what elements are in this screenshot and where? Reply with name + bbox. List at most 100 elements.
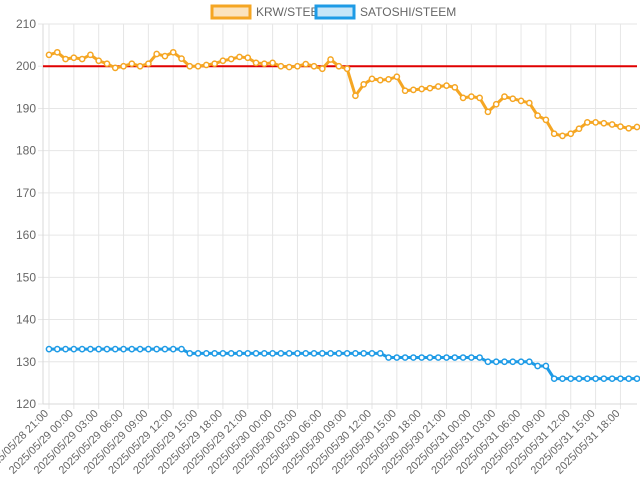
data-point bbox=[227, 55, 235, 63]
data-point bbox=[145, 345, 152, 353]
y-tick-label: 210 bbox=[16, 17, 36, 31]
data-point bbox=[360, 81, 368, 88]
data-point bbox=[260, 60, 268, 68]
data-point bbox=[625, 124, 633, 132]
data-point bbox=[567, 375, 575, 383]
data-point bbox=[476, 354, 483, 361]
data-point bbox=[111, 345, 119, 353]
y-tick-label: 190 bbox=[16, 101, 36, 115]
data-point bbox=[542, 116, 550, 124]
data-point bbox=[145, 60, 152, 68]
data-point bbox=[592, 375, 599, 383]
y-axis: 120 130 140 150 160 170 180 190 200 210 bbox=[16, 17, 36, 411]
data-point bbox=[219, 57, 227, 65]
data-point bbox=[285, 63, 293, 71]
legend-item-satoshi-steem: SATOSHI/STEEM bbox=[314, 4, 456, 20]
data-point bbox=[62, 345, 69, 353]
data-point bbox=[476, 94, 483, 102]
data-point bbox=[550, 130, 558, 138]
data-point bbox=[120, 62, 127, 70]
data-point bbox=[459, 354, 467, 361]
data-point bbox=[492, 100, 500, 108]
data-point bbox=[153, 345, 161, 353]
y-tick-label: 120 bbox=[16, 397, 36, 411]
data-point bbox=[617, 375, 624, 383]
data-point bbox=[451, 83, 459, 91]
data-point bbox=[567, 130, 575, 138]
data-point bbox=[277, 349, 285, 357]
data-point bbox=[302, 60, 310, 68]
data-point bbox=[211, 60, 218, 68]
y-tick-label: 130 bbox=[16, 355, 36, 369]
data-point bbox=[633, 375, 640, 383]
y-tick-label: 160 bbox=[16, 228, 36, 242]
legend: KRW/STEEM SATOSHI/STEEM bbox=[210, 4, 456, 20]
y-tick-label: 200 bbox=[16, 59, 36, 73]
data-point bbox=[120, 345, 127, 353]
data-point bbox=[501, 93, 508, 100]
data-point bbox=[343, 349, 351, 357]
data-point bbox=[161, 52, 169, 60]
data-point bbox=[236, 53, 243, 61]
data-point bbox=[203, 349, 210, 357]
data-point bbox=[62, 55, 69, 63]
data-point bbox=[103, 60, 111, 68]
data-point bbox=[575, 375, 583, 383]
data-point bbox=[277, 62, 285, 70]
data-point bbox=[244, 349, 252, 357]
data-point bbox=[492, 358, 500, 366]
data-point bbox=[633, 123, 640, 131]
data-point bbox=[244, 54, 252, 62]
data-point bbox=[269, 349, 276, 357]
data-point bbox=[136, 345, 144, 353]
data-point bbox=[318, 65, 326, 73]
data-point bbox=[128, 60, 136, 68]
data-point bbox=[136, 62, 144, 70]
data-point bbox=[45, 51, 53, 59]
data-point bbox=[169, 345, 177, 353]
data-point bbox=[294, 62, 301, 70]
legend-label: KRW/STEEM bbox=[256, 5, 328, 19]
data-point bbox=[385, 354, 392, 361]
data-point bbox=[203, 61, 210, 69]
y-tick-label: 180 bbox=[16, 144, 36, 158]
data-point bbox=[608, 375, 616, 383]
data-point bbox=[186, 349, 194, 357]
series-group bbox=[45, 48, 640, 383]
data-point bbox=[103, 345, 111, 353]
data-point bbox=[426, 354, 434, 361]
data-point bbox=[517, 97, 525, 105]
data-point bbox=[95, 57, 103, 65]
legend-label: SATOSHI/STEEM bbox=[360, 5, 456, 19]
data-point bbox=[95, 345, 103, 353]
data-point bbox=[343, 65, 351, 73]
data-point bbox=[434, 354, 442, 361]
data-point bbox=[484, 358, 492, 366]
data-point bbox=[335, 349, 343, 357]
data-point bbox=[368, 349, 376, 357]
data-point bbox=[368, 75, 376, 83]
data-point bbox=[335, 62, 343, 70]
y-tick-label: 140 bbox=[16, 313, 36, 327]
data-point bbox=[161, 345, 169, 353]
data-point bbox=[410, 86, 417, 94]
data-point bbox=[219, 349, 227, 357]
data-point bbox=[509, 95, 517, 103]
data-point bbox=[443, 82, 450, 89]
data-point bbox=[70, 345, 78, 353]
data-point bbox=[559, 132, 566, 140]
data-point bbox=[327, 56, 334, 63]
data-point bbox=[252, 349, 260, 357]
data-point bbox=[385, 75, 392, 83]
data-point bbox=[310, 62, 318, 70]
data-point bbox=[128, 345, 136, 353]
data-point bbox=[617, 123, 624, 130]
legend-swatch bbox=[314, 4, 356, 20]
data-point bbox=[352, 349, 359, 357]
data-point bbox=[186, 62, 194, 70]
data-point bbox=[600, 119, 608, 127]
y-tick-label: 170 bbox=[16, 186, 36, 200]
data-point bbox=[194, 62, 202, 70]
data-point bbox=[418, 85, 426, 93]
